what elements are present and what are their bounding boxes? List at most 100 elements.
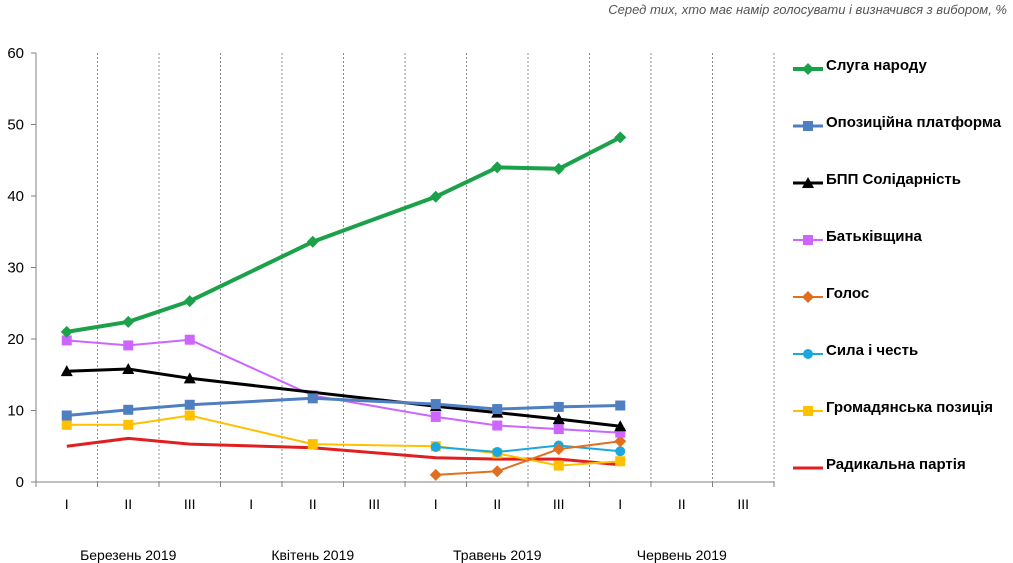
data-point <box>307 393 318 404</box>
data-point <box>123 419 134 430</box>
data-point <box>615 400 626 411</box>
data-point <box>61 410 72 421</box>
data-point <box>614 131 627 144</box>
data-point <box>552 413 565 425</box>
data-point <box>430 399 441 410</box>
legend-swatch <box>792 113 824 133</box>
y-tick-label: 40 <box>7 188 24 205</box>
data-point <box>491 465 504 478</box>
data-point <box>61 419 72 430</box>
data-point <box>803 121 813 131</box>
data-point <box>429 190 442 203</box>
data-point <box>615 446 626 457</box>
data-point <box>307 439 318 450</box>
data-point <box>306 235 319 248</box>
legend-label: Голос <box>826 285 870 302</box>
legend-label: Сила і честь <box>826 342 919 359</box>
series-line <box>66 436 621 467</box>
series-line <box>435 440 621 476</box>
legend-item: Громадянська позиція <box>792 398 1012 455</box>
data-point <box>492 446 503 457</box>
x-tick-label: I <box>65 496 69 512</box>
data-point <box>802 63 814 75</box>
x-tick-label: II <box>678 496 686 512</box>
legend-label: Радикальна партія <box>826 456 966 473</box>
data-point <box>614 420 627 432</box>
x-tick-label: III <box>553 496 565 512</box>
data-point <box>553 424 564 435</box>
data-point <box>430 411 441 422</box>
data-point <box>803 235 813 245</box>
data-point <box>491 161 504 174</box>
y-tick-label: 30 <box>7 260 24 277</box>
series-line <box>435 444 621 453</box>
data-point <box>802 291 814 303</box>
y-tick-label: 10 <box>7 403 24 420</box>
legend-item: Батьківщина <box>792 227 1012 284</box>
x-tick-label: I <box>618 496 622 512</box>
legend-label: БПП Солідарність <box>826 171 961 188</box>
chart-subtitle: Серед тих, хто має намір голосувати і ви… <box>608 2 1007 17</box>
month-label: Березень 2019 <box>80 547 177 563</box>
month-label: Червень 2019 <box>637 547 727 563</box>
x-tick-label: III <box>368 496 380 512</box>
data-point <box>615 427 626 438</box>
month-label: Квітень 2019 <box>271 547 354 563</box>
data-point <box>429 468 442 481</box>
legend-item: Опозиційна платформа <box>792 113 1012 170</box>
data-point <box>184 399 195 410</box>
x-tick-label: III <box>737 496 749 512</box>
data-point <box>123 340 134 351</box>
x-tick-label: II <box>493 496 501 512</box>
data-point <box>803 349 813 359</box>
y-tick-label: 0 <box>16 474 24 491</box>
legend-item: Сила і честь <box>792 341 1012 398</box>
data-point <box>61 335 72 346</box>
legend-swatch <box>792 56 824 76</box>
legend-label: Батьківщина <box>826 228 922 245</box>
y-tick-label: 60 <box>7 45 24 62</box>
x-tick-label: I <box>249 496 253 512</box>
data-point <box>123 404 134 415</box>
data-point <box>492 404 503 415</box>
month-label: Травень 2019 <box>453 547 542 563</box>
legend-label: Громадянська позиція <box>826 399 994 416</box>
series-line <box>66 135 622 334</box>
legend-swatch <box>792 341 824 361</box>
data-point <box>60 365 73 377</box>
data-point <box>184 334 195 345</box>
data-point <box>553 460 564 471</box>
series-line <box>66 338 621 434</box>
data-point <box>60 325 73 338</box>
y-tick-label: 50 <box>7 117 24 134</box>
legend-item: Слуга народу <box>792 56 1012 113</box>
data-point <box>803 406 813 416</box>
legend-label: Опозиційна платформа <box>826 114 1002 131</box>
data-point <box>552 162 565 175</box>
series-line <box>66 414 621 467</box>
data-point <box>183 295 196 308</box>
legend-item: Голос <box>792 284 1012 341</box>
x-tick-label: III <box>184 496 196 512</box>
x-tick-label: II <box>309 496 317 512</box>
legend-swatch <box>792 284 824 304</box>
data-point <box>802 177 814 188</box>
data-point <box>553 401 564 412</box>
y-tick-label: 20 <box>7 331 24 348</box>
legend-swatch <box>792 227 824 247</box>
data-point <box>122 363 135 375</box>
legend-item: БПП Солідарність <box>792 170 1012 227</box>
data-point <box>614 435 627 448</box>
legend-label: Слуга народу <box>826 57 927 74</box>
data-point <box>615 456 626 467</box>
data-point <box>492 420 503 431</box>
data-point <box>183 372 196 384</box>
legend-item: Радикальна партія <box>792 455 1012 512</box>
data-point <box>122 315 135 328</box>
x-tick-label: II <box>124 496 132 512</box>
legend-swatch <box>792 170 824 190</box>
legend-swatch <box>792 455 824 475</box>
series-line <box>66 396 621 417</box>
data-point <box>430 441 441 452</box>
